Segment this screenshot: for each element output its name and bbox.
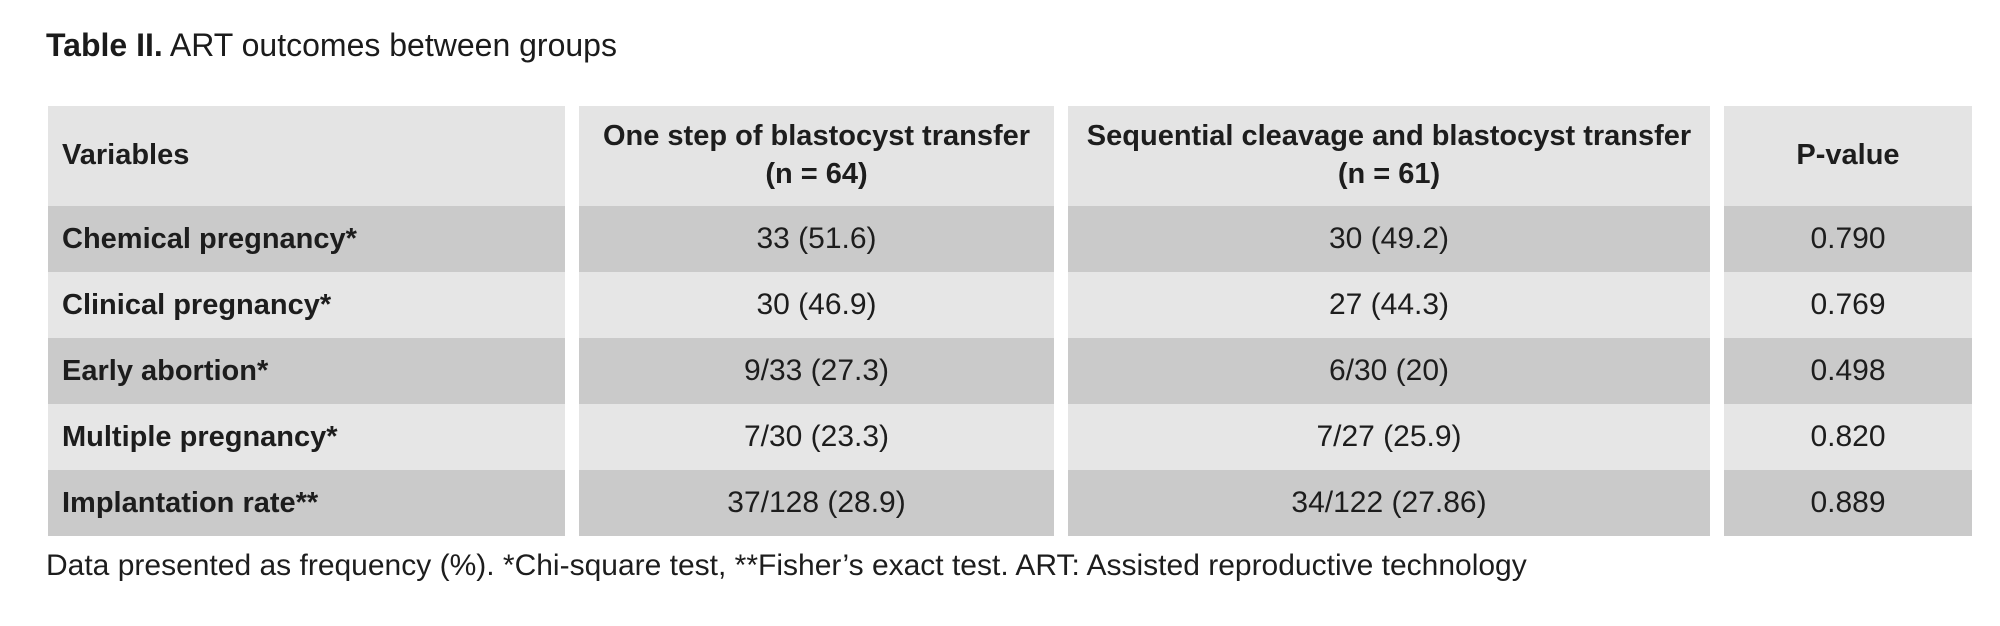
row-pvalue: 0.889 bbox=[1724, 470, 1972, 536]
table-title-text: ART outcomes between groups bbox=[169, 27, 617, 63]
column-header-group2: Sequential cleavage and blastocyst trans… bbox=[1068, 106, 1710, 206]
row-variable: Clinical pregnancy* bbox=[48, 272, 565, 338]
row-variable: Early abortion* bbox=[48, 338, 565, 404]
column-header-pvalue: P-value bbox=[1724, 106, 1972, 206]
row-variable: Multiple pregnancy* bbox=[48, 404, 565, 470]
table-title-label: Table II. bbox=[46, 27, 163, 63]
row-group2-value: 27 (44.3) bbox=[1068, 272, 1710, 338]
row-group1-value: 33 (51.6) bbox=[579, 206, 1054, 272]
row-variable: Implantation rate** bbox=[48, 470, 565, 536]
row-group2-value: 6/30 (20) bbox=[1068, 338, 1710, 404]
outcomes-table: Variables One step of blastocyst transfe… bbox=[48, 106, 1972, 536]
row-pvalue: 0.769 bbox=[1724, 272, 1972, 338]
row-group1-value: 30 (46.9) bbox=[579, 272, 1054, 338]
table-title: Table II. ART outcomes between groups bbox=[46, 26, 617, 64]
row-group2-value: 30 (49.2) bbox=[1068, 206, 1710, 272]
row-group1-value: 7/30 (23.3) bbox=[579, 404, 1054, 470]
table-footnote: Data presented as frequency (%). *Chi-sq… bbox=[46, 549, 1527, 582]
row-pvalue: 0.498 bbox=[1724, 338, 1972, 404]
row-group2-value: 34/122 (27.86) bbox=[1068, 470, 1710, 536]
row-pvalue: 0.790 bbox=[1724, 206, 1972, 272]
row-group2-value: 7/27 (25.9) bbox=[1068, 404, 1710, 470]
column-header-variables: Variables bbox=[48, 106, 565, 206]
row-variable: Chemical pregnancy* bbox=[48, 206, 565, 272]
row-pvalue: 0.820 bbox=[1724, 404, 1972, 470]
column-header-group1: One step of blastocyst transfer (n = 64) bbox=[579, 106, 1054, 206]
row-group1-value: 9/33 (27.3) bbox=[579, 338, 1054, 404]
row-group1-value: 37/128 (28.9) bbox=[579, 470, 1054, 536]
